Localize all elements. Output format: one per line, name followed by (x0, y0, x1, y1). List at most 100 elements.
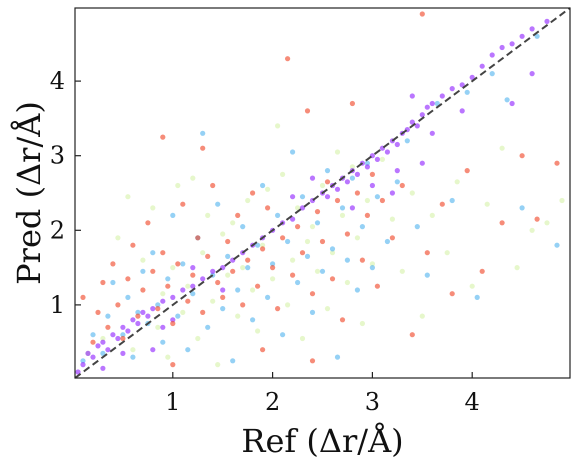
scatter-point (369, 171, 375, 177)
scatter-point (130, 242, 136, 248)
scatter-point (290, 257, 296, 263)
scatter-point (374, 283, 380, 289)
scatter-point (150, 205, 156, 211)
scatter-point (359, 257, 365, 263)
scatter-point (514, 265, 520, 271)
scatter-point (110, 279, 116, 286)
scatter-point (160, 339, 166, 345)
scatter-point (190, 272, 196, 278)
scatter-point (240, 265, 246, 271)
scatter-point (180, 261, 186, 267)
scatter-point (309, 358, 316, 364)
scatter-point (384, 238, 390, 245)
scatter-point (165, 276, 171, 282)
scatter-point (115, 235, 121, 241)
scatter-point (344, 179, 350, 185)
scatter-point (324, 194, 331, 200)
scatter-point (105, 347, 111, 353)
scatter-point (374, 156, 380, 162)
scatter-point (175, 313, 181, 319)
scatter-point (150, 306, 156, 312)
scatter-point (314, 209, 321, 215)
scatter-point (499, 220, 505, 226)
scatter-point (404, 138, 410, 144)
scatter-point (324, 168, 331, 174)
x-tick-label: 2 (265, 388, 280, 416)
scatter-point (419, 313, 425, 319)
scatter-point (299, 194, 306, 200)
scatter-point (489, 71, 495, 77)
scatter-point (354, 287, 360, 293)
scatter-point (409, 93, 415, 99)
scatter-point (230, 220, 236, 226)
scatter-point (429, 100, 435, 107)
scatter-point (489, 52, 495, 58)
scatter-point (120, 332, 126, 338)
scatter-point (240, 302, 246, 308)
scatter-point (344, 257, 350, 263)
scatter-point (220, 231, 226, 237)
scatter-point (225, 272, 231, 278)
scatter-point (140, 268, 146, 274)
scatter-point (190, 291, 196, 297)
scatter-point (449, 86, 455, 92)
y-tick-label: 2 (50, 216, 65, 244)
scatter-point (290, 216, 296, 222)
reference-line (74, 7, 571, 379)
scatter-point (519, 205, 525, 211)
scatter-point (459, 82, 465, 88)
scatter-point (409, 190, 415, 196)
scatter-point (90, 332, 96, 338)
scatter-point (285, 302, 291, 308)
scatter-point (175, 261, 181, 267)
scatter-point (280, 171, 286, 177)
scatter-point (175, 182, 181, 189)
scatter-point (205, 212, 211, 218)
scatter-point (319, 268, 326, 274)
scatter-point (464, 89, 470, 95)
scatter-point (449, 197, 455, 204)
scatter-point (170, 294, 176, 300)
scatter-point (444, 250, 450, 256)
scatter-point (155, 302, 161, 308)
scatter-point (349, 164, 355, 170)
scatter-point (304, 253, 311, 259)
scatter-point (250, 317, 256, 323)
scatter-point (160, 324, 166, 330)
scatter-point (160, 250, 166, 256)
scatter-point (354, 235, 360, 241)
scatter-point (195, 235, 201, 241)
scatter-point (324, 179, 331, 185)
scatter-point (285, 56, 291, 62)
scatter-point (225, 238, 231, 245)
scatter-point (180, 309, 186, 315)
x-tick-label: 1 (165, 388, 180, 416)
scatter-point (170, 265, 176, 271)
scatter-point (200, 130, 206, 136)
scatter-point (250, 287, 256, 293)
scatter-point (270, 261, 276, 267)
scatter-point (509, 100, 515, 107)
scatter-point (140, 309, 146, 315)
scatter-point (419, 11, 425, 17)
scatter-point (389, 235, 395, 241)
scatter-point (290, 149, 296, 155)
scatter-point (185, 283, 191, 289)
scatter-point (260, 246, 266, 252)
scatter-point (319, 238, 326, 245)
scatter-point (260, 242, 266, 248)
scatter-point (100, 350, 106, 356)
scatter-point (484, 201, 490, 207)
scatter-point (85, 350, 91, 356)
scatter-point (255, 242, 261, 248)
scatter-point (100, 339, 106, 345)
scatter-point (424, 272, 430, 278)
scatter-point (369, 182, 375, 189)
scatter-point (429, 130, 435, 136)
scatter-point (90, 354, 96, 360)
scatter-point (334, 354, 341, 360)
scatter-point (394, 141, 400, 148)
scatter-point (240, 224, 246, 230)
scatter-point (130, 354, 136, 360)
